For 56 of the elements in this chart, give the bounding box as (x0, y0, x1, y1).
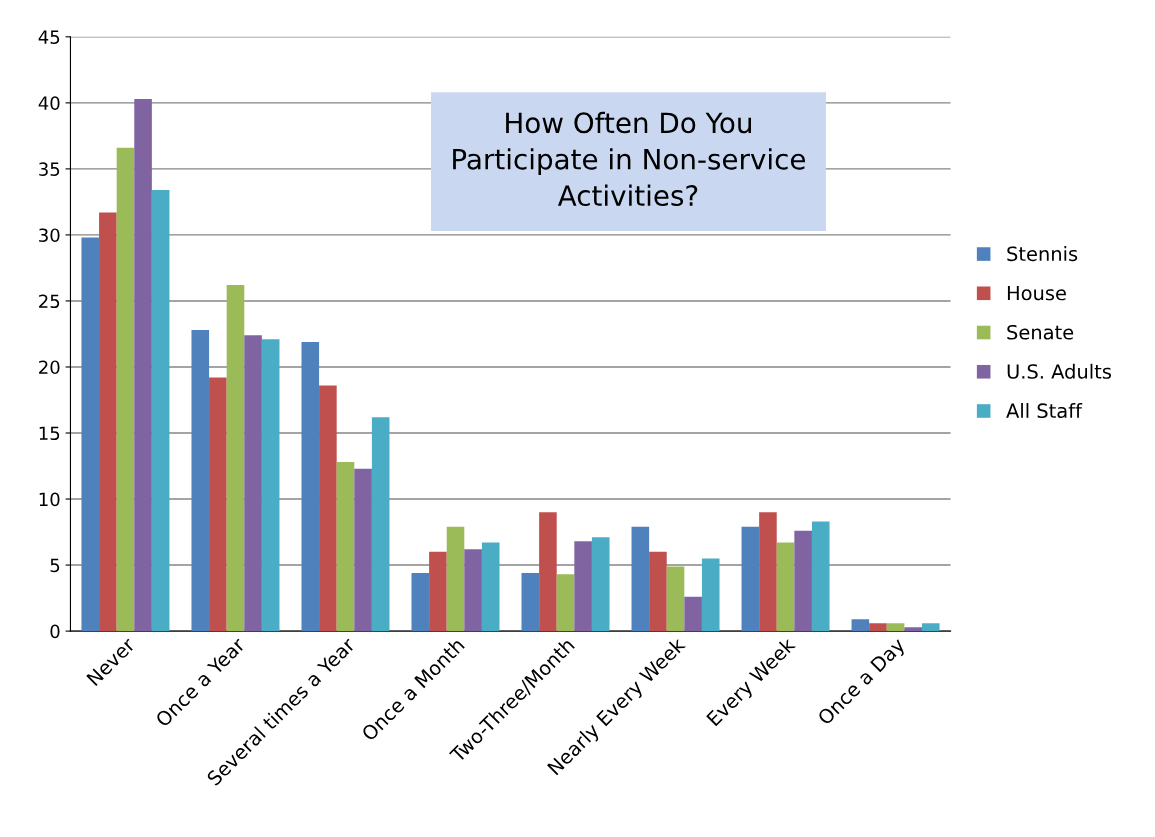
bar (446, 526, 465, 632)
bar (741, 526, 760, 632)
bar (319, 385, 337, 632)
y-tick-label: 20 (39, 360, 60, 375)
bar (869, 623, 887, 632)
bar (684, 596, 702, 632)
bar (336, 462, 355, 632)
bar (921, 623, 940, 632)
bar (666, 566, 685, 632)
y-tick-label: 25 (39, 294, 60, 309)
bar (81, 237, 100, 632)
bar (904, 627, 922, 632)
bar (631, 526, 650, 632)
bar (649, 551, 667, 632)
text: How Often Do You Participate in Non-service Activities? (453, 111, 805, 207)
bar (244, 335, 262, 632)
bar (851, 619, 870, 632)
bar (481, 542, 500, 632)
y-tick-label: 0 (50, 624, 60, 639)
bar (464, 549, 482, 632)
bar (759, 512, 777, 632)
bar (886, 623, 905, 632)
bar (574, 541, 592, 632)
bar (521, 572, 540, 632)
legend-label: U.S. Adults (1007, 363, 1111, 379)
bar (134, 98, 152, 632)
bar (591, 537, 610, 632)
y-tick-label: 45 (38, 30, 60, 44)
legend-label: Senate (1007, 324, 1074, 340)
bar (411, 572, 430, 632)
bar (191, 330, 210, 632)
bar (354, 468, 372, 632)
bar (151, 190, 170, 632)
bar (116, 147, 135, 632)
bar (776, 542, 795, 632)
bar (539, 512, 557, 632)
legend-label: All Staff (1006, 403, 1083, 419)
bar (226, 285, 245, 632)
bar (701, 558, 720, 632)
y-tick-label: 40 (38, 96, 60, 110)
bar (429, 551, 447, 632)
bar (811, 521, 830, 632)
bar (301, 341, 320, 632)
legend-label: Stennis (1007, 246, 1078, 262)
bar (99, 212, 117, 632)
bar (209, 377, 227, 632)
bar (556, 574, 575, 632)
legend-label: House (1007, 285, 1066, 301)
bar (261, 339, 280, 632)
y-tick-label: 30 (39, 228, 60, 243)
bar (371, 417, 390, 632)
y-tick-label: 15 (39, 426, 60, 441)
y-tick-label: 5 (50, 558, 60, 573)
y-tick-label: 35 (39, 162, 60, 176)
y-tick-label: 10 (39, 492, 60, 507)
bar (794, 530, 812, 632)
